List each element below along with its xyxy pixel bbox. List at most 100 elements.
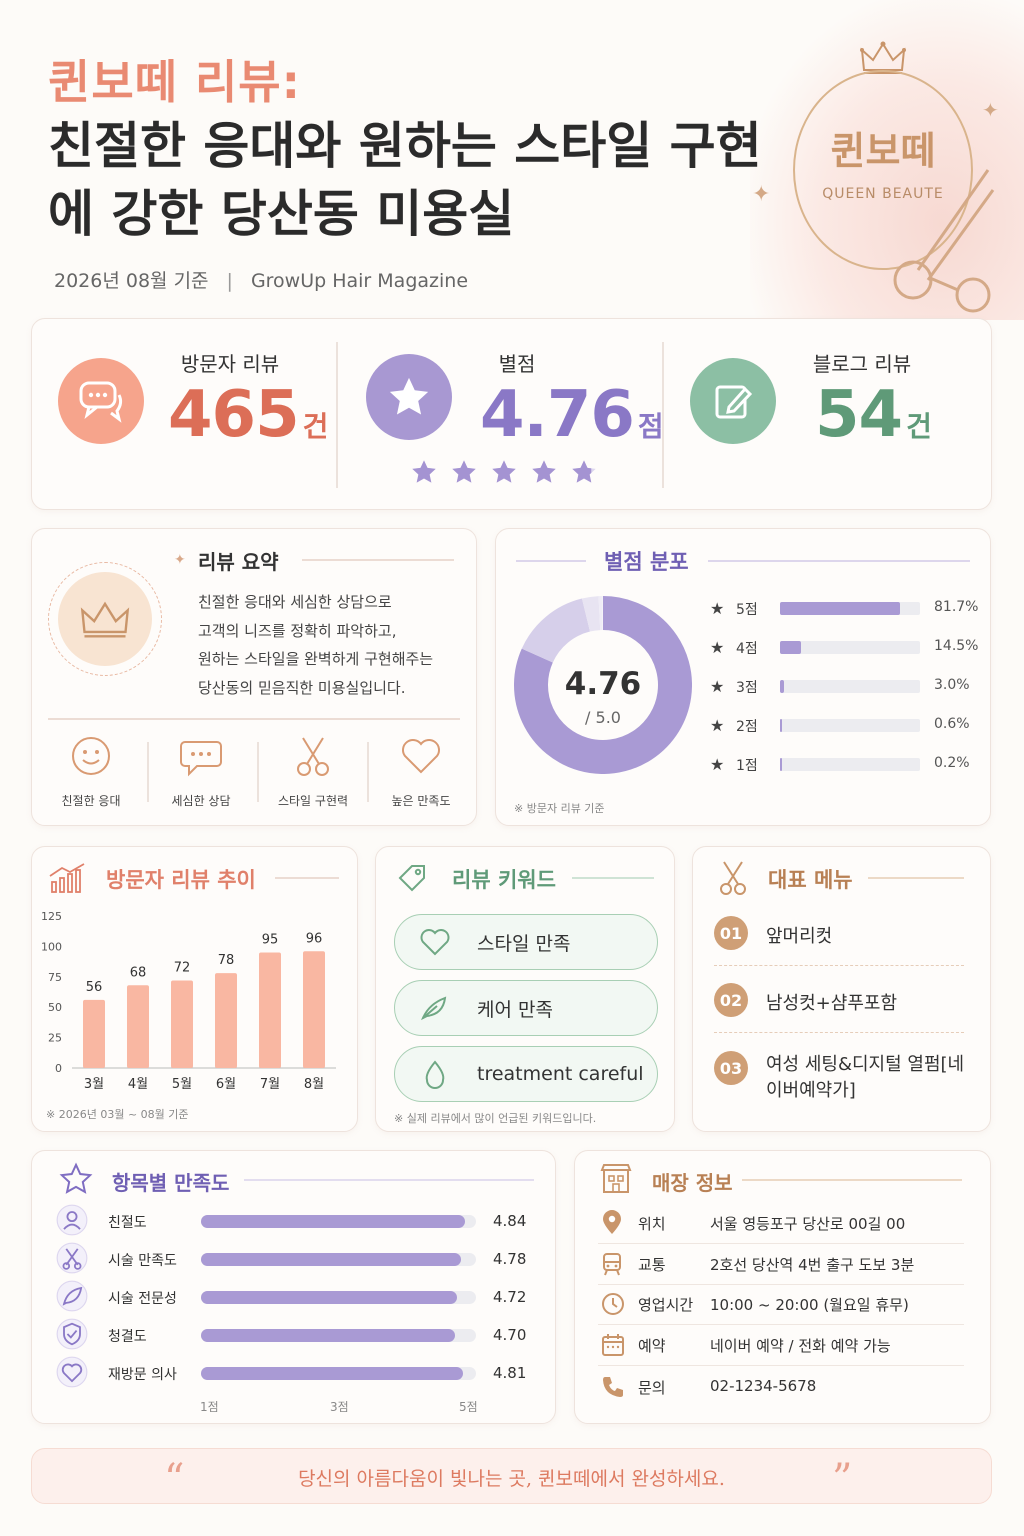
summary-text: 친절한 응대와 세심한 상담으로 고객의 니즈를 정확히 파악하고, 원하는 스… — [198, 588, 433, 702]
store-row-location: 위치 서울 영등포구 당산로 00길 00 — [598, 1204, 964, 1244]
dist-bar-fill — [780, 602, 901, 615]
dist-bar-track — [780, 719, 920, 732]
bar-value-label: 78 — [218, 953, 235, 968]
star-icon: ★ — [710, 599, 725, 618]
smile-icon — [72, 737, 110, 775]
store-row-reservation: 예약 네이버 예약 / 전화 예약 가능 — [598, 1326, 964, 1366]
dist-percent: 81.7% — [934, 599, 979, 615]
trend-bar — [259, 952, 281, 1068]
shield-check-icon — [56, 1318, 88, 1350]
donut-slice — [521, 598, 591, 664]
keyword-label: 케어 만족 — [477, 998, 553, 1021]
feature-label: 높은 만족도 — [391, 794, 451, 808]
dist-row: ★ 2점 0.6% — [710, 715, 980, 737]
summary-title: 리뷰 요약 — [198, 550, 279, 574]
keywords-note: ※ 실제 리뷰에서 많이 언급된 키워드입니다. — [394, 1112, 597, 1125]
heart-icon — [420, 929, 450, 956]
star-icon: ★ — [710, 716, 725, 735]
trend-chart: 0 25 50 75 100 125 56 3월 68 4월 72 5월 78 6월 95 7월 96 8월 — [41, 910, 336, 1092]
bar-value-label: 96 — [306, 931, 323, 946]
y-tick-label: 0 — [55, 1062, 62, 1075]
visitor-review-count: 465 건 — [168, 378, 328, 452]
divider — [708, 560, 970, 562]
dist-bar-track — [780, 680, 920, 693]
dist-bar-track — [780, 758, 920, 771]
feature-consult: 세심한 상담 — [146, 734, 256, 809]
sparkle-icon: ✦ — [174, 552, 186, 568]
storefront-icon — [600, 1164, 632, 1193]
divider — [714, 1032, 964, 1033]
divider — [367, 742, 369, 802]
dist-percent: 0.2% — [934, 755, 970, 771]
keyword-pill[interactable]: 스타일 만족 — [394, 914, 658, 970]
trend-title: 방문자 리뷰 추이 — [106, 868, 256, 892]
blog-review-label: 블로그 리뷰 — [812, 352, 912, 376]
divider — [516, 560, 586, 562]
dist-label: 2점 — [736, 719, 758, 735]
feature-label: 세심한 상담 — [171, 794, 231, 808]
person-icon — [56, 1204, 88, 1236]
satisfaction-bar-fill — [201, 1215, 465, 1228]
y-tick-label: 100 — [41, 940, 62, 953]
rating-dist-title: 별점 분포 — [604, 550, 689, 574]
divider — [572, 877, 654, 879]
scissors-icon — [858, 150, 1008, 320]
chat-bubble-icon — [58, 358, 144, 444]
visitor-review-unit: 건 — [302, 410, 329, 443]
divider — [868, 877, 964, 879]
menu-item-name[interactable]: 앞머리컷 — [766, 926, 833, 947]
date-label: 2026년 08월 기준 — [54, 270, 209, 292]
menu-item-name[interactable]: 남성컷+샴푸포함 — [766, 993, 898, 1014]
star-icon — [59, 1162, 93, 1194]
meta-divider: | — [226, 270, 233, 292]
summary-line: 친절한 응대와 세심한 상담으로 — [198, 593, 392, 611]
store-row-value: 10:00 ~ 20:00 (월요일 휴무) — [710, 1296, 909, 1314]
store-row-contact: 문의 02-1234-5678 — [598, 1368, 964, 1408]
menu-item-name[interactable]: 여성 세팅&디지털 열펌[네이버예약가] — [766, 1054, 965, 1101]
donut-center-value: 4.76 — [564, 666, 642, 702]
bar-value-label: 72 — [174, 960, 191, 975]
feature-label: 친절한 응대 — [61, 794, 121, 808]
star-icon: ★ — [710, 638, 725, 657]
satisfaction-bar-fill — [201, 1253, 461, 1266]
scissors-icon — [56, 1242, 88, 1274]
dist-bar-fill — [780, 641, 802, 654]
satisfaction-title: 항목별 만족도 — [112, 1171, 230, 1195]
rating-stars — [410, 458, 598, 486]
store-row-label: 위치 — [638, 1215, 666, 1233]
dist-row: ★ 1점 0.2% — [710, 754, 980, 776]
satisfaction-label: 재방문 의사 — [108, 1367, 177, 1383]
dist-bar-track — [780, 641, 920, 654]
dist-percent: 0.6% — [934, 716, 970, 732]
y-tick-label: 125 — [41, 910, 62, 923]
divider — [275, 877, 339, 879]
store-row-value[interactable]: 02-1234-5678 — [710, 1377, 817, 1395]
satisfaction-bar-fill — [201, 1329, 456, 1342]
close-quote-icon: ” — [832, 1456, 853, 1502]
satisfaction-row: 시술 전문성 4.72 — [56, 1280, 536, 1314]
scissors-icon — [297, 737, 329, 776]
x-tick-label: 5월 — [172, 1077, 192, 1092]
dist-bar-fill — [780, 758, 782, 771]
store-row-value: 서울 영등포구 당산로 00길 00 — [710, 1215, 906, 1233]
store-row-hours: 영업시간 10:00 ~ 20:00 (월요일 휴무) — [598, 1285, 964, 1325]
feature-style: 스타일 구현력 — [258, 734, 368, 809]
y-tick-label: 25 — [48, 1032, 62, 1045]
axis-label: 5점 — [459, 1400, 478, 1414]
keyword-pill[interactable]: 케어 만족 — [394, 980, 658, 1036]
tag-icon — [398, 865, 425, 892]
keywords-title: 리뷰 키워드 — [452, 868, 556, 892]
divider — [257, 742, 259, 802]
calendar-icon — [602, 1334, 624, 1356]
x-tick-label: 4월 — [128, 1077, 148, 1092]
water-drop-icon — [425, 1060, 445, 1089]
trend-note: ※ 2026년 03월 ~ 08월 기준 — [46, 1108, 189, 1121]
rating-unit: 점 — [637, 410, 664, 443]
rating-donut — [514, 596, 692, 774]
stats-card — [31, 318, 992, 510]
keyword-pill[interactable]: treatment careful — [394, 1046, 658, 1102]
clock-icon — [602, 1293, 624, 1315]
divider — [714, 965, 964, 966]
store-row-value: 네이버 예약 / 전화 예약 가능 — [710, 1337, 891, 1355]
bar-value-label: 56 — [86, 980, 103, 995]
